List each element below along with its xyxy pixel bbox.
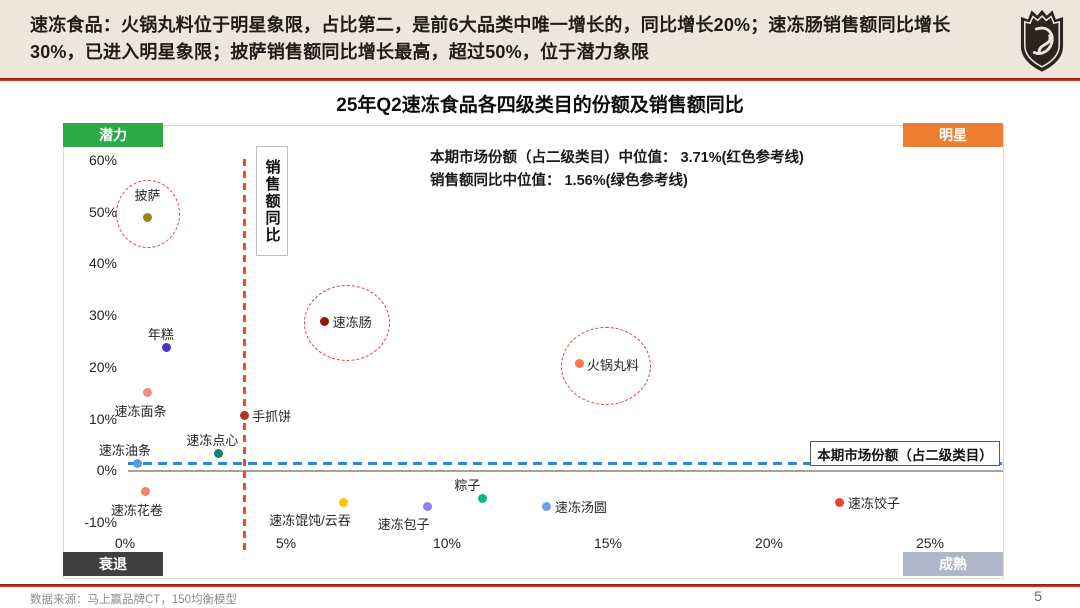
data-point-label: 速冻面条 [114,403,167,419]
data-point-label: 披萨 [134,187,161,203]
x-axis-tick-label: 10% [432,535,462,551]
data-point-dot [239,410,249,420]
data-point-label: 速冻花卷 [110,502,163,518]
y-axis-tick-label: 0% [96,462,117,479]
data-point-label: 手抓饼 [252,409,292,425]
chart-title: 25年Q2速冻食品各四级类目的份额及销售额同比 [336,95,744,116]
data-point-label: 速冻包子 [377,517,430,533]
y-axis-title-box: 销售额同比 [256,146,288,256]
header-summary-text: 速冻食品：火锅丸料位于明星象限，占比第二，是前6大品类中唯一增长的，同比增长20… [30,15,951,62]
data-point-label: 速冻汤圆 [554,500,607,516]
footer-divider [0,584,1080,587]
data-point-label: 速冻馄饨/云吞 [269,513,351,529]
data-point-dot [542,501,552,511]
y-axis-tick-label: -10% [84,514,117,530]
plot-area-border [63,125,1004,579]
highlight-circle [115,179,180,248]
data-point-dot [143,213,153,223]
x-axis-tick-label: 0% [114,535,136,551]
y-axis-tick-label: 40% [88,255,117,272]
quadrant-label-mature: 成熟 [903,552,1003,576]
data-point-label: 速冻油条 [98,443,151,459]
data-point-label: 速冻点心 [186,433,239,449]
x-median-reference-line [242,159,246,552]
data-point-label: 速冻肠 [332,315,372,331]
brand-logo [1020,9,1064,72]
x-axis-tick-label: 5% [275,535,297,551]
header-divider [0,78,1080,81]
data-point-dot [320,316,330,326]
median-annotation-line2: 销售额同比中位值： 1.56%(绿色参考线) [430,173,688,189]
y-axis-tick-label: 50% [88,203,117,220]
data-point-dot [423,501,433,511]
y-median-reference-line [128,461,1002,465]
quadrant-label-decline: 衰退 [63,552,163,576]
median-annotation-line1: 本期市场份额（占二级类目）中位值： 3.71%(红色参考线) [430,150,804,166]
y-axis-tick-label: 20% [88,358,117,375]
data-point-label: 粽子 [454,478,481,494]
data-point-label: 年糕 [147,327,174,343]
data-point-dot [339,497,349,507]
header-banner: 速冻食品：火锅丸料位于明星象限，占比第二，是前6大品类中唯一增长的，同比增长20… [0,0,1080,78]
page-number: 5 [1034,588,1042,604]
data-point-label: 速冻饺子 [847,496,900,512]
data-point-dot [143,388,153,398]
data-source-note: 数据来源：马上赢品牌CT，150均衡模型 [30,594,238,606]
y-axis-tick-label: 10% [88,410,117,427]
y-axis-tick-label: 30% [88,307,117,324]
y-axis-tick-label: 60% [88,152,117,169]
data-point-dot [477,493,487,503]
x-axis-reference-label-box: 本期市场份额（占二级类目） [810,441,1000,466]
data-point-dot [213,448,223,458]
zero-axis-line [128,470,1003,473]
data-point-dot [162,342,172,352]
median-annotation: 本期市场份额（占二级类目）中位值： 3.71%(红色参考线) 销售额同比中位值：… [430,147,804,193]
x-axis-tick-label: 20% [754,535,784,551]
data-point-label: 火锅丸料 [587,357,640,373]
x-axis-tick-label: 15% [593,535,623,551]
x-axis-tick-label: 25% [915,535,945,551]
quadrant-label-potential: 潜力 [63,123,163,147]
data-point-dot [574,359,584,369]
quadrant-label-star: 明星 [903,123,1003,147]
data-point-dot [835,497,845,507]
data-point-dot [141,487,151,497]
data-point-dot [133,458,143,468]
highlight-circle [303,285,390,362]
highlight-circle [561,326,652,405]
